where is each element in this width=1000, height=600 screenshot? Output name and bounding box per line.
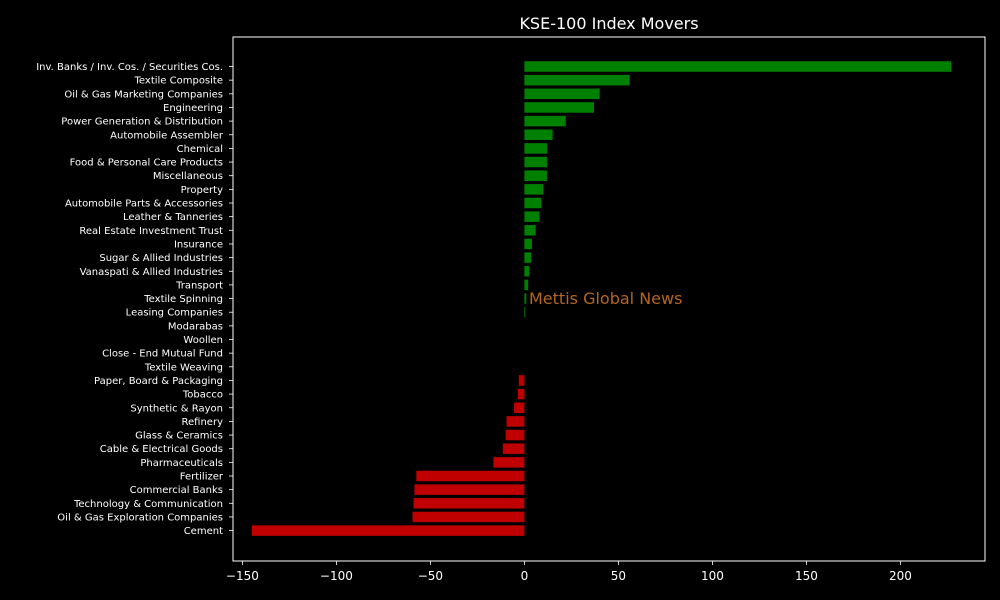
x-ticks-group: −150 −100 −50 0 50 100 150 200 <box>226 561 912 583</box>
category-label: Pharmaceuticals <box>140 458 223 469</box>
category-label: Fertilizer <box>180 472 224 483</box>
category-label: Refinery <box>182 417 224 428</box>
category-label: Oil & Gas Marketing Companies <box>64 89 223 100</box>
x-tick-label: 200 <box>889 569 912 583</box>
watermark-text: Mettis Global News <box>529 289 682 308</box>
bar <box>416 470 525 482</box>
x-tick-label: 100 <box>701 569 724 583</box>
chart-title: KSE-100 Index Movers <box>519 14 698 33</box>
category-label: Tobacco <box>182 390 223 401</box>
category-label: Property <box>181 185 223 196</box>
bar <box>524 252 531 263</box>
category-label: Glass & Ceramics <box>135 431 223 442</box>
category-label: Leasing Companies <box>126 308 223 319</box>
category-label: Textile Weaving <box>144 362 223 373</box>
category-label: Cement <box>184 526 223 537</box>
x-tick-label: 150 <box>795 569 818 583</box>
bars-group <box>251 61 952 536</box>
category-label: Close - End Mutual Fund <box>102 349 223 360</box>
bar <box>524 184 544 195</box>
bar <box>524 293 527 304</box>
bar <box>524 61 952 72</box>
bar <box>502 443 525 454</box>
bar <box>414 484 525 495</box>
bar <box>505 429 525 441</box>
bar <box>524 211 540 222</box>
bar <box>493 457 525 468</box>
x-tick-label: −150 <box>226 569 259 583</box>
category-label: Cable & Electrical Goods <box>100 444 223 455</box>
bar <box>524 306 526 318</box>
category-label: Modarabas <box>168 321 223 332</box>
category-label: Food & Personal Care Products <box>70 158 223 169</box>
plot-frame <box>232 36 986 562</box>
category-label: Power Generation & Distribution <box>61 117 223 128</box>
bar <box>524 279 529 291</box>
category-label: Real Estate Investment Trust <box>79 226 223 237</box>
bar <box>524 156 547 168</box>
category-label: Commercial Banks <box>130 485 223 496</box>
category-label: Sugar & Allied Industries <box>99 253 223 264</box>
category-label: Insurance <box>174 239 223 250</box>
bar <box>506 416 525 427</box>
bar <box>524 197 542 209</box>
category-label: Automobile Assembler <box>110 130 224 141</box>
bar <box>524 170 547 181</box>
bar <box>514 402 525 413</box>
category-label: Vanaspati & Allied Industries <box>80 267 223 278</box>
bar <box>524 266 530 277</box>
category-label: Textile Spinning <box>143 294 223 305</box>
x-tick-label: 50 <box>611 569 626 583</box>
bar <box>524 115 566 127</box>
bar <box>251 525 525 536</box>
bar <box>524 238 532 250</box>
bar <box>524 74 630 86</box>
category-label: Engineering <box>163 103 223 114</box>
category-label: Textile Composite <box>134 76 223 87</box>
x-tick-label: −100 <box>320 569 353 583</box>
bar <box>518 375 525 386</box>
category-label: Synthetic & Rayon <box>130 403 223 414</box>
category-label: Woollen <box>183 335 223 346</box>
bar <box>524 88 600 100</box>
bar <box>524 143 547 154</box>
bar <box>524 225 536 236</box>
bar <box>413 498 525 509</box>
category-label: Automobile Parts & Accessories <box>65 199 223 210</box>
x-tick-label: −50 <box>418 569 443 583</box>
category-label: Miscellaneous <box>153 171 223 182</box>
category-label: Technology & Communication <box>73 499 223 510</box>
category-labels-group: Inv. Banks / Inv. Cos. / Securities Cos.… <box>36 62 233 537</box>
bar <box>524 129 553 140</box>
category-label: Inv. Banks / Inv. Cos. / Securities Cos. <box>36 62 223 73</box>
bar <box>412 511 525 523</box>
category-label: Chemical <box>177 144 223 155</box>
bar <box>524 102 594 113</box>
bar <box>517 388 525 400</box>
category-label: Oil & Gas Exploration Companies <box>57 512 223 523</box>
x-tick-label: 0 <box>521 569 529 583</box>
category-label: Transport <box>175 280 223 291</box>
category-label: Paper, Board & Packaging <box>94 376 223 387</box>
category-label: Leather & Tanneries <box>123 212 223 223</box>
